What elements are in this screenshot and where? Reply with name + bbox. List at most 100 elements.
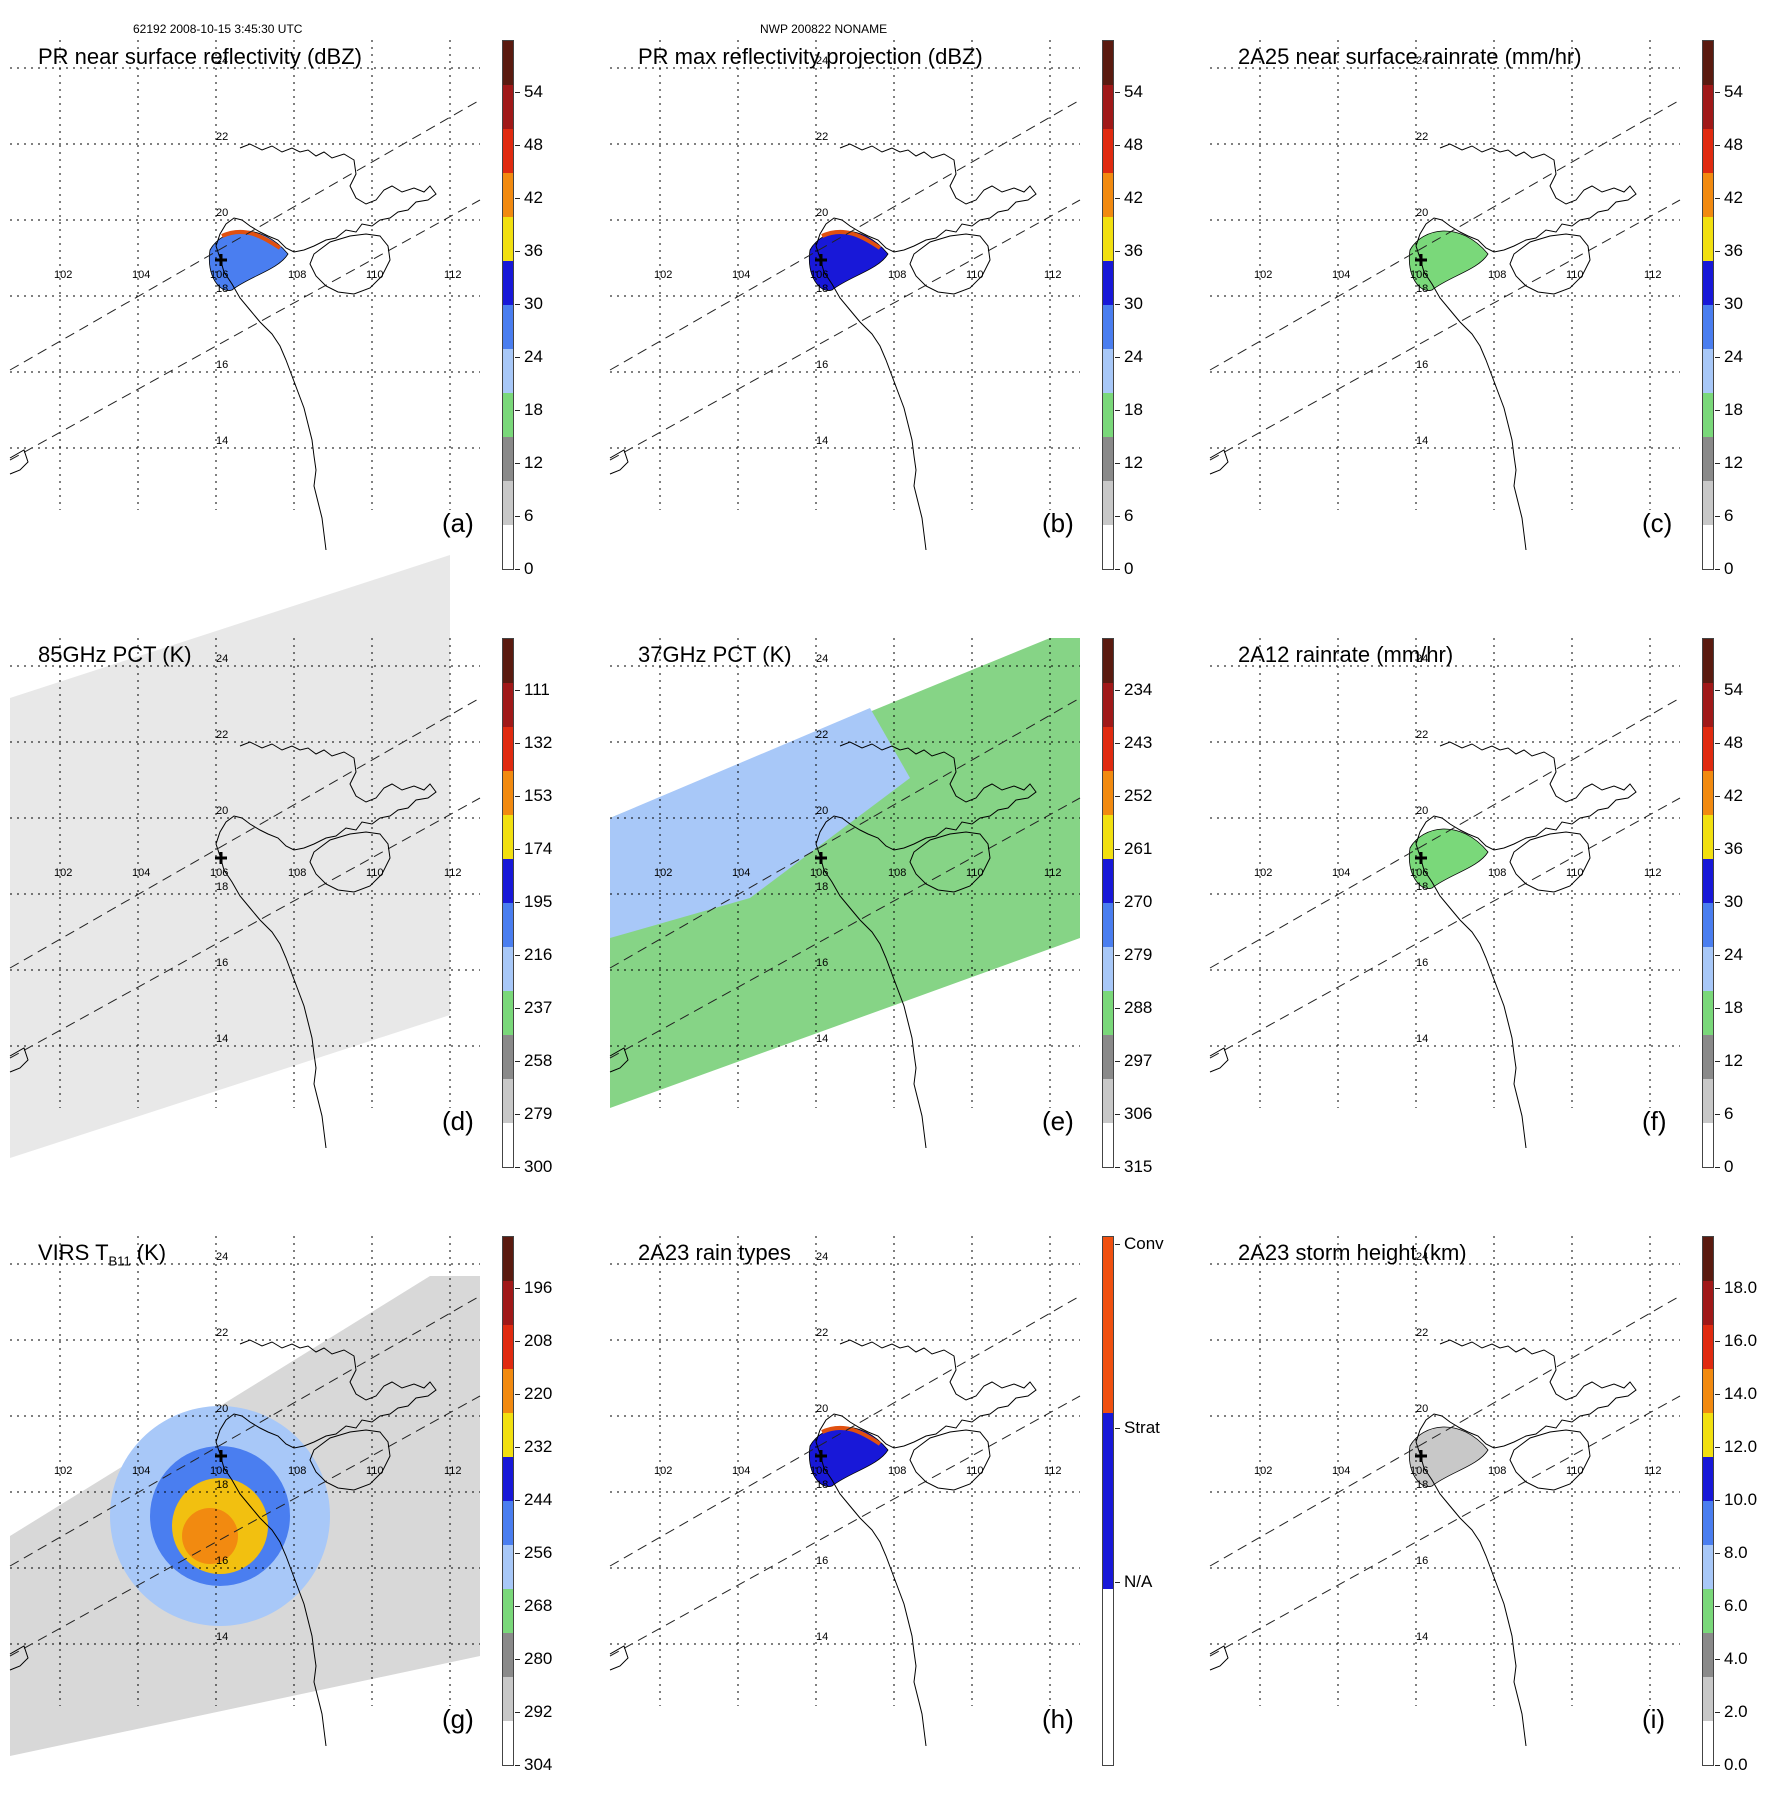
panel-i: 102 104 106 108 110 112 24 22 20 18 16 14 2A23 stor… [1209,1236,1771,1816]
panel-title: VIRS TB11 (K) [38,1240,166,1268]
lon-label: 112 [1044,1465,1062,1477]
colorbar-tick-mark [515,569,520,570]
lat-label: 16 [816,957,828,969]
lat-label: 22 [216,729,228,741]
lon-label: 108 [888,867,906,879]
colorbar-tick-label: 6 [1724,1104,1734,1123]
colorbar-f [1702,638,1714,1168]
colorbar-tick-mark [515,1061,520,1062]
colorbar-tick-label: 292 [524,1702,553,1721]
colorbar-tick-mark [515,304,520,305]
colorbar-tick-label: 48 [524,135,543,154]
colorbar-tick-label: 24 [1724,347,1743,366]
colorbar-tick-label: 6 [1124,506,1134,525]
lon-label: 112 [444,867,462,879]
colorbar-tick-mark [515,463,520,464]
colorbar-tick-label: 220 [524,1384,553,1403]
lat-label: 22 [816,131,828,143]
lon-label: 102 [1254,867,1272,879]
colorbar-tick-mark [1115,743,1120,744]
lon-label: 108 [288,1465,306,1477]
lon-label: 104 [732,867,750,879]
colorbar-tick-mark [1115,955,1120,956]
colorbar-tick-label: 16.0 [1724,1331,1758,1350]
colorbar-tick-mark [1115,849,1120,850]
colorbar-tick-label: 237 [524,998,553,1017]
lon-label: 110 [1566,867,1584,879]
lat-label: 22 [1416,1327,1428,1339]
panel-h: 102 104 106 108 110 112 24 22 20 18 16 14 2A23 rain… [609,1234,1190,1816]
storm-center-marker [1415,852,1427,864]
colorbar-tick-label: 36 [1124,241,1143,260]
colorbar-tick-label: 0.0 [1724,1755,1748,1774]
panel-g: 102 104 106 108 110 112 24 22 20 18 16 14 VIRS TB11… [9,1236,590,1816]
colorbar-tick-mark [515,1008,520,1009]
storm-center-marker [815,254,827,266]
lon-label: 102 [54,269,72,281]
colorbar-tick-mark [1715,410,1720,411]
colorbar-tick-label: 18 [1124,400,1143,419]
lon-label: 102 [54,867,72,879]
colorbar-g [502,1236,514,1766]
colorbar-c [1702,40,1714,570]
lon-label: 102 [54,1465,72,1477]
lat-label: 24 [216,1251,228,1263]
lat-label: 18 [1416,1479,1428,1491]
colorbar-tick-mark [1115,690,1120,691]
title-subscript: B11 [108,1253,131,1269]
colorbar-tick-mark [1715,1167,1720,1168]
colorbar-tick-label: N/A [1124,1572,1153,1591]
lat-label: 24 [816,653,828,665]
colorbar-tick-mark [1115,1061,1120,1062]
lat-label: 18 [1416,881,1428,893]
lat-label: 20 [816,805,828,817]
panel-title: 85GHz PCT (K) [38,642,192,667]
colorbar-tick-label: 24 [524,347,543,366]
lon-label: 110 [966,867,984,879]
colorbar-tick-mark [1715,516,1720,517]
map-d: 102 104 106 108 110 112 24 22 20 18 16 14 [9,555,481,1158]
colorbar-tick-mark [1715,569,1720,570]
lon-label: 102 [1254,1465,1272,1477]
colorbar-tick-mark [515,743,520,744]
colorbar-tick-label: 12 [524,453,543,472]
colorbar-tick-mark [515,902,520,903]
lon-label: 110 [966,1465,984,1477]
panel-a: 102 104 106 108 110 112 24 22 20 18 16 14 PR near s… [9,40,590,620]
colorbar-tick-label: 216 [524,945,553,964]
map-g: 102 104 106 108 110 112 24 22 20 18 16 14 [9,1236,481,1756]
colorbar-tick-mark [515,1765,520,1766]
lat-label: 24 [216,653,228,665]
lat-label: 16 [1416,957,1428,969]
lon-label: 104 [1332,867,1350,879]
map-c: 102 104 106 108 110 112 24 22 20 18 16 14 [1209,40,1681,551]
colorbar-tick-label: 42 [524,188,543,207]
colorbar-tick-label: 18.0 [1724,1278,1758,1297]
colorbar-tick-mark [515,516,520,517]
lon-label: 110 [366,1465,384,1477]
lat-label: 14 [1416,1033,1428,1045]
storm-center-marker [815,852,827,864]
colorbar-tick-mark [515,690,520,691]
lat-label: 14 [1416,435,1428,447]
colorbar-tick-mark [1715,1712,1720,1713]
colorbar-tick-label: 304 [524,1755,553,1774]
lat-label: 18 [216,1479,228,1491]
map-f: 102 104 106 108 110 112 24 22 20 18 16 14 [1209,638,1681,1149]
lat-label: 18 [216,283,228,295]
lat-label: 16 [216,359,228,371]
colorbar-tick-mark [1715,1500,1720,1501]
colorbar-tick-mark [1115,357,1120,358]
colorbar-tick-mark [515,1114,520,1115]
lat-label: 24 [816,55,828,67]
colorbar-tick-mark [515,1394,520,1395]
lon-label: 102 [654,269,672,281]
lon-label: 108 [1488,1465,1506,1477]
colorbar-e [1102,638,1114,1168]
colorbar-tick-label: 196 [524,1278,553,1297]
colorbar-h [1102,1236,1114,1766]
colorbar-tick-label: 18 [1724,400,1743,419]
colorbar-tick-mark [1115,251,1120,252]
colorbar-tick-label: 195 [524,892,553,911]
colorbar-tick-mark [1115,569,1120,570]
